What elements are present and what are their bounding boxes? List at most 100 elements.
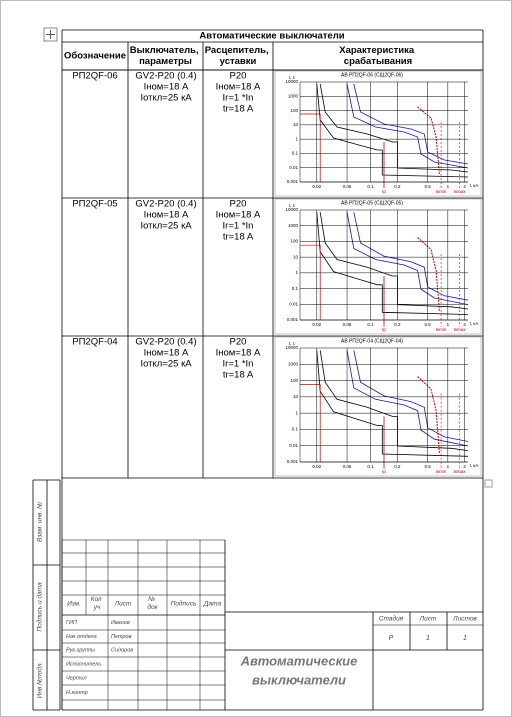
text: I, кА: [470, 321, 479, 326]
text: АВ РП2QF-05 (СЩ2QF-05): [341, 200, 403, 206]
text: 0.02: [312, 464, 321, 469]
curve: [353, 83, 469, 165]
text: Р: [389, 635, 394, 642]
text: Листов: [452, 616, 477, 623]
text: 1: [426, 635, 430, 642]
text: P20: [230, 337, 247, 348]
marker-label: Ip: [382, 469, 386, 474]
curve: [417, 376, 440, 453]
resize-handle[interactable]: [484, 479, 493, 488]
text: 1000: [288, 223, 299, 228]
text: 0.05: [343, 322, 352, 327]
curve: [319, 212, 469, 310]
text: 10000: [285, 207, 298, 212]
text: tr=18 A: [223, 104, 254, 115]
text: Iоткл=25 кА: [140, 221, 192, 232]
text: tr=18 A: [223, 370, 254, 381]
text: Автоматические выключатели: [199, 31, 344, 42]
text: P20: [230, 199, 247, 210]
text: Лист: [114, 601, 132, 608]
column-header: Обозначение: [64, 51, 126, 62]
chart-frame: [274, 336, 482, 477]
curve: [417, 237, 440, 312]
text: 0.5: [425, 184, 432, 189]
text: Изм.: [67, 601, 81, 608]
column-header: Выключатель, параметры: [130, 45, 202, 67]
text: Iном=18 А: [144, 348, 189, 359]
text: 1000: [288, 361, 299, 366]
text: Подпись: [171, 600, 197, 608]
text: Ir=1 *In: [223, 221, 254, 232]
curve: [353, 212, 469, 301]
text: 10: [293, 254, 299, 259]
chart: Ip Iкmin Iкmax: [274, 336, 482, 477]
text: t, c: [289, 341, 296, 346]
curve: [316, 83, 469, 178]
curve: [346, 350, 469, 447]
text: Автоматические: [240, 653, 358, 668]
text: Iоткл=25 кА: [140, 359, 192, 370]
text: Иванов: [111, 620, 130, 626]
text: 1: [447, 322, 450, 327]
marker-label: Iкmax: [454, 189, 466, 194]
text: 0.5: [425, 322, 432, 327]
text: Лист: [419, 616, 437, 623]
text: № док: [147, 596, 158, 611]
text: P20: [230, 71, 247, 82]
text: GV2-P20 (0.4): [135, 199, 196, 210]
marker-label: Ip: [382, 189, 386, 194]
marker-label: Iкmin: [436, 469, 447, 474]
text: 0.001: [287, 459, 299, 464]
curve: [300, 113, 321, 182]
text: 0.5: [425, 464, 432, 469]
text: GV2-P20 (0.4): [135, 337, 196, 348]
marker-label: Iкmin: [436, 327, 447, 332]
text: РП2QF-05: [72, 199, 117, 210]
text: 1: [447, 184, 450, 189]
marker-label: Ip: [382, 327, 386, 332]
curve: [316, 212, 469, 315]
text: Взам. инв. №: [37, 502, 44, 542]
move-handle[interactable]: [43, 27, 58, 42]
curve: [300, 384, 321, 462]
text: 10: [293, 394, 299, 399]
curve: [300, 244, 321, 320]
text: 100: [290, 239, 298, 244]
text: 0.1: [292, 286, 299, 291]
text: Стадия: [379, 615, 404, 623]
text: 1: [463, 635, 467, 642]
curve: [346, 83, 469, 169]
text: 0.1: [367, 184, 374, 189]
text: 2: [463, 322, 466, 327]
text: 0.001: [287, 179, 299, 184]
curve: [346, 212, 469, 305]
text: 0.01: [289, 165, 298, 170]
column-header: Расцепитель, уставки: [205, 45, 272, 67]
text: 1: [295, 270, 298, 275]
text: Iоткл=25 кА: [140, 93, 192, 104]
chart: Ip Iкmin Iкmax: [274, 198, 482, 335]
text: GV2-P20 (0.4): [135, 71, 196, 82]
text: Ir=1 *In: [223, 93, 254, 104]
text: 0.05: [343, 184, 352, 189]
text: АВ РП2QF-06 (СЩ2QF-06): [341, 72, 403, 78]
column-header: Характеристика срабатывания: [339, 45, 417, 67]
text: I, кА: [470, 183, 479, 188]
curve: [316, 350, 469, 457]
text: Исполнитель: [66, 661, 101, 667]
text: 1000: [288, 93, 299, 98]
text: 10000: [285, 79, 298, 84]
text: РП2QF-04: [72, 337, 117, 348]
text: АВ РП2QF-04 (СЩ2QF-04): [341, 338, 403, 344]
text: 0.2: [394, 322, 401, 327]
text: 10: [293, 122, 299, 127]
text: 0.1: [367, 464, 374, 469]
chart-frame: [274, 198, 482, 335]
text: Ir=1 *In: [223, 359, 254, 370]
curve: [417, 106, 440, 175]
text: Сидоров: [111, 647, 133, 653]
text: 100: [290, 378, 298, 383]
text: 0.001: [287, 317, 299, 322]
text: Iном=18 А: [144, 82, 189, 93]
text: t, c: [289, 203, 296, 208]
